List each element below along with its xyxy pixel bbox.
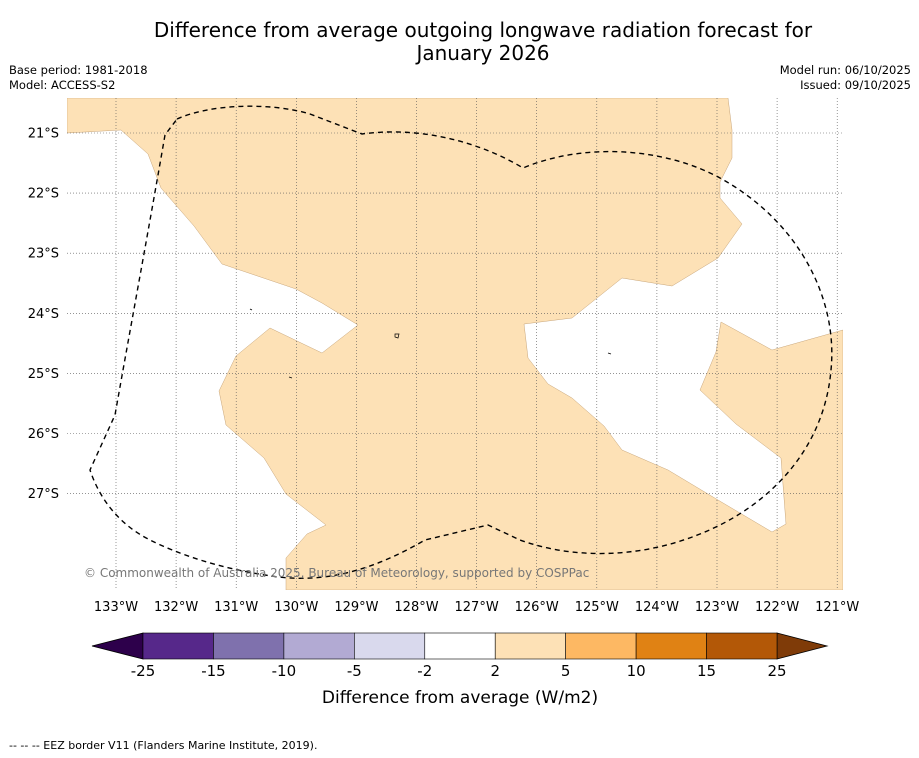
- title-line-1: Difference from average outgoing longwav…: [153, 18, 813, 42]
- colorbar-segment: [142, 632, 214, 660]
- lon-label: 132°W: [154, 600, 198, 615]
- lon-label: 129°W: [334, 600, 378, 615]
- island-speck-4: [607, 352, 612, 355]
- colorbar-tick-label: 10: [627, 662, 646, 680]
- base-period: Base period: 1981-2018: [9, 63, 148, 77]
- lat-label: 25°S: [28, 367, 59, 382]
- issued-date: Issued: 09/10/2025: [800, 78, 911, 92]
- title-line-2: January 2026: [416, 41, 550, 65]
- meta-left: Base period: 1981-2018 Model: ACCESS-S2: [9, 63, 148, 93]
- lon-label: 133°W: [94, 600, 138, 615]
- colorbar-tick-label: -15: [201, 662, 226, 680]
- lon-label: 131°W: [214, 600, 258, 615]
- colorbar-tick-label: -5: [347, 662, 362, 680]
- colorbar-tick-label: -2: [417, 662, 432, 680]
- anomaly-region-2-to-5: [67, 98, 843, 590]
- lat-label: 23°S: [28, 247, 59, 262]
- colorbar-segment: [706, 632, 778, 660]
- lon-label: 130°W: [274, 600, 318, 615]
- model-run: Model run: 06/10/2025: [779, 63, 911, 77]
- colorbar-title: Difference from average (W/m2): [322, 688, 598, 708]
- map-title: Difference from average outgoing longwav…: [90, 19, 876, 65]
- island-speck-2: [249, 308, 253, 311]
- colorbar: -25 -15 -10 -5 -2 2 5 10 15 25: [91, 632, 829, 680]
- lon-label: 128°W: [394, 600, 438, 615]
- latitude-labels: 21°S 22°S 23°S 24°S 25°S 26°S 27°S: [28, 127, 59, 503]
- colorbar-extend-low: [91, 632, 144, 660]
- eez-border: [89, 105, 833, 579]
- colorbar-segment: [213, 632, 285, 660]
- meta-right: Model run: 06/10/2025 Issued: 09/10/2025: [780, 63, 911, 93]
- lon-label: 123°W: [695, 600, 739, 615]
- lon-label: 127°W: [455, 600, 499, 615]
- colorbar-segment: [424, 632, 496, 660]
- colorbar-tick-label: -25: [131, 662, 156, 680]
- colorbar-tick-label: 15: [697, 662, 716, 680]
- eez-border-note: -- -- -- EEZ border V11 (Flanders Marine…: [9, 739, 318, 752]
- lon-label: 126°W: [515, 600, 559, 615]
- lat-label: 27°S: [28, 487, 59, 502]
- graticule: [67, 98, 843, 590]
- colorbar-segment: [494, 632, 566, 660]
- model-name: Model: ACCESS-S2: [9, 78, 116, 92]
- colorbar-tick-label: 5: [561, 662, 571, 680]
- island-speck-3: [288, 376, 293, 379]
- lat-label: 22°S: [28, 187, 59, 202]
- copyright-text: © Commonwealth of Australia 2025, Bureau…: [84, 566, 589, 580]
- lon-label: 122°W: [755, 600, 799, 615]
- lat-label: 24°S: [28, 307, 59, 322]
- colorbar-segment: [635, 632, 707, 660]
- colorbar-tick-label: 25: [767, 662, 786, 680]
- colorbar-segment: [565, 632, 637, 660]
- island-speck-1: [394, 333, 400, 339]
- lon-label: 121°W: [815, 600, 859, 615]
- map-area: © Commonwealth of Australia 2025, Bureau…: [67, 98, 843, 590]
- colorbar-tick-label: 2: [490, 662, 500, 680]
- lon-label: 124°W: [635, 600, 679, 615]
- longitude-labels: 133°W 132°W 131°W 130°W 129°W 128°W 127°W 126°W…: [94, 600, 860, 615]
- colorbar-segment: [354, 632, 426, 660]
- colorbar-tick-label: -10: [272, 662, 297, 680]
- lat-label: 21°S: [28, 127, 59, 142]
- colorbar-extend-high: [776, 632, 829, 660]
- lon-label: 125°W: [575, 600, 619, 615]
- lat-label: 26°S: [28, 427, 59, 442]
- colorbar-segment: [283, 632, 355, 660]
